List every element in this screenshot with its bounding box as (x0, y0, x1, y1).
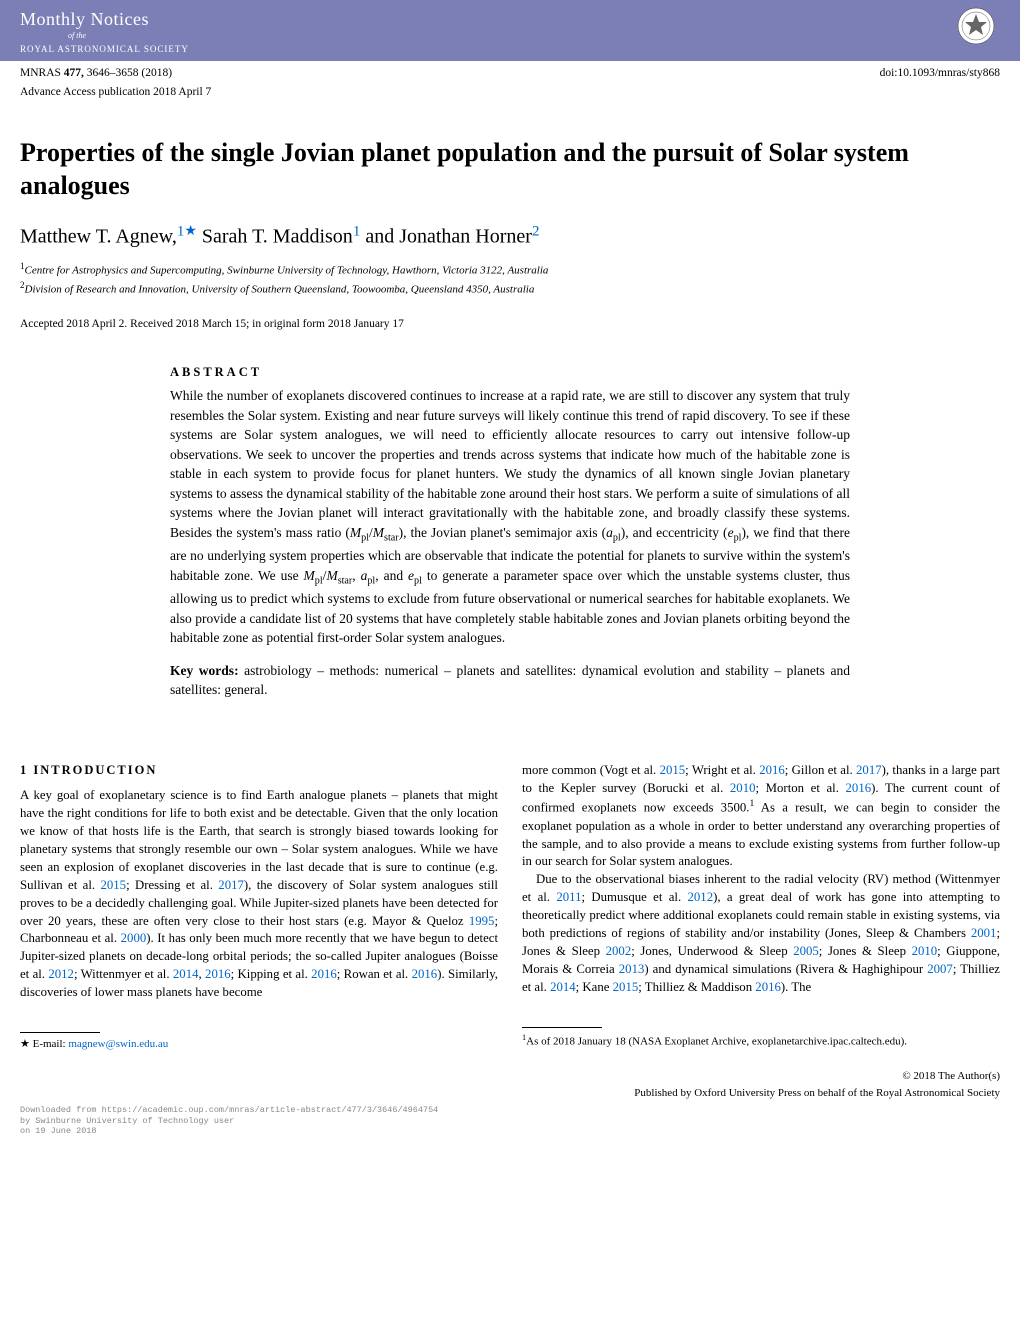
journal-society: ROYAL ASTRONOMICAL SOCIETY (20, 43, 1000, 57)
abstract-text: While the number of exoplanets discovere… (170, 386, 850, 648)
section-1-heading: 1 INTRODUCTION (20, 762, 498, 780)
body-two-column: 1 INTRODUCTION A key goal of exoplanetar… (0, 724, 1020, 1063)
journal-header-banner: Monthly Notices of the ROYAL ASTRONOMICA… (0, 0, 1020, 61)
doi: doi:10.1093/mnras/sty868 (880, 65, 1000, 82)
mnras-citation: MNRAS 477, 3646–3658 (2018) (20, 65, 172, 82)
abstract-heading: ABSTRACT (170, 363, 850, 382)
intro-para-1-cont: more common (Vogt et al. 2015; Wright et… (522, 762, 1000, 872)
corresponding-email-link[interactable]: magnew@swin.edu.au (68, 1038, 168, 1050)
copyright-line-1: © 2018 The Author(s) (20, 1068, 1000, 1085)
journal-title: Monthly Notices (20, 6, 1000, 33)
intro-para-1: A key goal of exoplanetary science is to… (20, 787, 498, 1002)
keywords-text: astrobiology – methods: numerical – plan… (170, 663, 850, 697)
citation-meta-row: MNRAS 477, 3646–3658 (2018) doi:10.1093/… (0, 61, 1020, 84)
intro-para-2: Due to the observational biases inherent… (522, 871, 1000, 996)
author-list: Matthew T. Agnew,1★ Sarah T. Maddison1 a… (0, 210, 1020, 258)
footnote-separator (20, 1032, 100, 1033)
left-column: 1 INTRODUCTION A key goal of exoplanetar… (20, 762, 498, 1053)
journal-subtitle: of the (68, 30, 1000, 42)
archive-footnote: 1As of 2018 January 18 (NASA Exoplanet A… (522, 1032, 1000, 1050)
email-footnote: ★ E-mail: magnew@swin.edu.au (20, 1037, 498, 1052)
keywords-block: Key words: astrobiology – methods: numer… (170, 662, 850, 700)
affiliation-1: 1Centre for Astrophysics and Supercomput… (20, 260, 1000, 279)
right-column: more common (Vogt et al. 2015; Wright et… (522, 762, 1000, 1053)
copyright-block: © 2018 The Author(s) Published by Oxford… (0, 1062, 1020, 1103)
affiliation-2: 2Division of Research and Innovation, Un… (20, 279, 1000, 298)
keywords-label: Key words: (170, 663, 239, 678)
article-title: Properties of the single Jovian planet p… (0, 119, 1020, 210)
download-footer: Downloaded from https://academic.oup.com… (0, 1103, 1020, 1144)
download-line-1: Downloaded from https://academic.oup.com… (20, 1105, 1000, 1115)
download-line-3: on 19 June 2018 (20, 1126, 1000, 1136)
affiliations-block: 1Centre for Astrophysics and Supercomput… (0, 258, 1020, 312)
copyright-line-2: Published by Oxford University Press on … (20, 1085, 1000, 1102)
abstract-block: ABSTRACT While the number of exoplanets … (170, 363, 850, 723)
society-seal-icon (956, 6, 996, 46)
footnote-separator-right (522, 1027, 602, 1028)
acceptance-dates: Accepted 2018 April 2. Received 2018 Mar… (0, 312, 1020, 363)
advance-access-line: Advance Access publication 2018 April 7 (0, 84, 1020, 119)
download-line-2: by Swinburne University of Technology us… (20, 1116, 1000, 1126)
